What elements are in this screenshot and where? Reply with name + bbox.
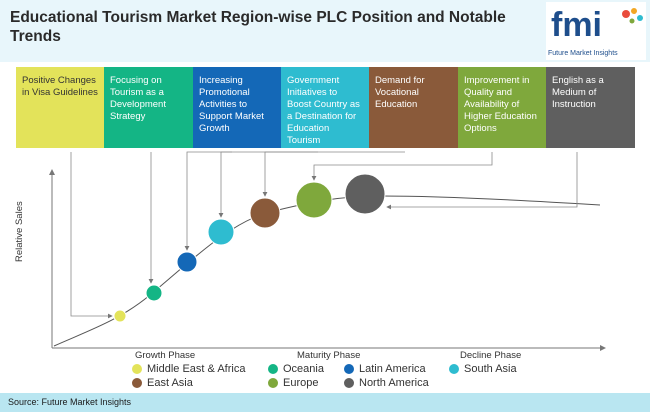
phase-growth: Growth Phase — [131, 350, 200, 361]
legend-label: Latin America — [359, 363, 426, 375]
plc-curve — [53, 195, 601, 347]
legend-swatch — [344, 364, 354, 374]
legend-swatch — [449, 364, 459, 374]
legend-swatch — [268, 378, 278, 388]
header-band — [0, 0, 650, 62]
legend-swatch — [132, 364, 142, 374]
legend-item-6: Europe — [268, 377, 318, 389]
diagram-title: Educational Tourism Market Region-wise P… — [10, 9, 506, 45]
legend-label: Middle East & Africa — [147, 363, 246, 375]
trend-box-7: English as a Medium of Instruction — [546, 67, 635, 148]
legend-item-4: South Asia — [449, 363, 517, 375]
trend-box-6: Improvement in Quality and Availability … — [458, 67, 546, 148]
legend-item-5: East Asia — [132, 377, 193, 389]
legend-label: South Asia — [464, 363, 517, 375]
bubble-6 — [295, 181, 333, 219]
legend-item-3: Latin America — [344, 363, 426, 375]
trend-box-2: Focusing on Tourism as a Development Str… — [104, 67, 193, 148]
legend-label: Europe — [283, 377, 319, 389]
trend-box-1: Positive Changes in Visa Guidelines — [16, 67, 104, 148]
bubble-1 — [113, 309, 127, 323]
connector-7 — [386, 152, 578, 210]
trend-box-4: Government Initiatives to Boost Country … — [281, 67, 369, 148]
legend-swatch — [132, 378, 142, 388]
logo-mark: fmi — [551, 6, 602, 44]
legend-item-7: North America — [344, 377, 429, 389]
phase-maturity: Maturity Phase — [293, 350, 365, 361]
legend-label: North America — [359, 377, 429, 389]
connector-1 — [70, 152, 113, 319]
logo-tagline: Future Market Insights — [548, 50, 618, 57]
legend-label: Oceania — [283, 363, 324, 375]
phase-decline: Decline Phase — [456, 350, 526, 361]
bubble-4 — [207, 218, 235, 246]
legend-swatch — [268, 364, 278, 374]
legend-label: East Asia — [147, 377, 193, 389]
legend-item-2: Oceania — [268, 363, 324, 375]
bubble-7 — [344, 173, 386, 215]
footer-band — [0, 393, 650, 412]
bubble-5 — [249, 197, 281, 229]
fmi-logo: fmi — [546, 2, 646, 60]
region-bubbles — [113, 173, 386, 323]
trend-box-3: Increasing Promotional Activities to Sup… — [193, 67, 281, 148]
connector-5 — [262, 151, 405, 197]
legend-item-1: Middle East & Africa — [132, 363, 245, 375]
connector-3 — [184, 151, 232, 251]
connector-6 — [311, 152, 493, 181]
connectors — [70, 151, 578, 319]
bubble-2 — [145, 284, 163, 302]
y-axis-label: Relative Sales — [14, 201, 25, 262]
bubble-3 — [176, 251, 198, 273]
legend-swatch — [344, 378, 354, 388]
trend-box-5: Demand for Vocational Education — [369, 67, 458, 148]
source-note: Source: Future Market Insights — [8, 397, 132, 407]
